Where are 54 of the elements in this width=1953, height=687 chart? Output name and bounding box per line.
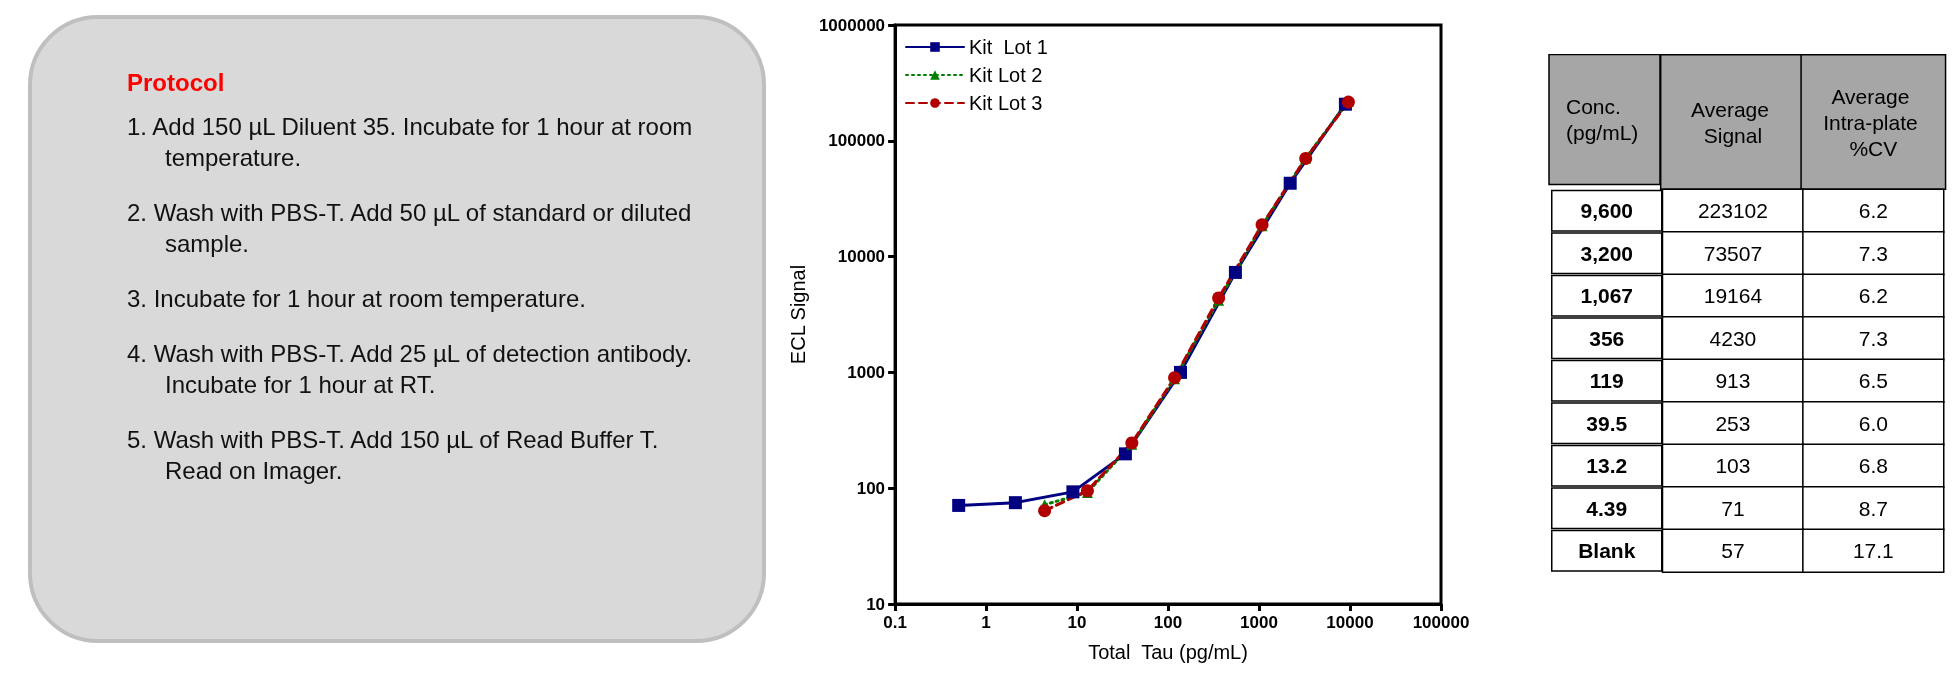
legend-label: Kit Lot 2 <box>969 64 1043 86</box>
x-tick-label: Average Intra-plate %CV <box>1823 84 1924 160</box>
x-tick-label: 100000 <box>1412 613 1470 632</box>
text: 5. Wash with PBS-T. Add 150 µL of Read Buffer T. Read on Imager. <box>127 425 660 486</box>
y-tick-label: 39.5 <box>1586 411 1628 435</box>
text: 2. Wash with PBS-T. Add 50 µL of standard or diluted sample. <box>127 198 693 259</box>
y-tick-label: 100 <box>856 478 886 498</box>
x-axis-title: Total Tau (pg/mL) <box>1088 641 1248 663</box>
data-label: 253 <box>1715 411 1751 435</box>
y-tick-label: 1,067 <box>1580 284 1634 308</box>
data-label: 71 <box>1721 496 1745 520</box>
text: 4. Wash with PBS-T. Add 25 µL of detection antibody. Incubate for 1 hour at RT. <box>127 339 694 400</box>
y-tick-label: 4.39 <box>1586 496 1628 520</box>
data-label: 7.3 <box>1858 326 1888 350</box>
x-tick-label: 10000 <box>1326 613 1374 632</box>
y-tick-label: 1000 <box>847 362 886 382</box>
y-tick-label: 13.2 <box>1586 454 1628 478</box>
y-tick-label: 356 <box>1589 326 1625 350</box>
data-label: 103 <box>1715 454 1751 478</box>
x-tick-label: 1000 <box>1240 613 1278 632</box>
data-label: 6.8 <box>1858 454 1888 478</box>
data-label: 57 <box>1721 539 1745 563</box>
x-tick-label: 10 <box>1067 613 1087 632</box>
data-label: 6.2 <box>1858 199 1888 223</box>
x-tick-label: 100 <box>1153 613 1183 632</box>
text: Protocol <box>127 69 226 97</box>
legend-label: Kit Lot 1 <box>969 36 1048 58</box>
x-tick-label: Average Signal <box>1691 97 1775 147</box>
data-label: 223102 <box>1697 199 1768 223</box>
data-label: 6.2 <box>1858 284 1888 308</box>
data-label: 7.3 <box>1858 241 1888 265</box>
y-axis-title: Conc. (pg/mL) <box>1566 95 1639 144</box>
data-label: 6.5 <box>1858 369 1888 393</box>
y-tick-label: 1000000 <box>818 15 886 35</box>
data-label: 4230 <box>1709 326 1757 350</box>
y-tick-label: 10 <box>866 594 886 614</box>
y-tick-label: 9,600 <box>1580 199 1634 223</box>
y-tick-label: 3,200 <box>1580 241 1634 265</box>
x-tick-label: 0.1 <box>883 613 907 632</box>
y-axis-title: ECL Signal <box>787 264 809 365</box>
text: 3. Incubate for 1 hour at room temperature. <box>127 284 587 314</box>
y-tick-label: 10000 <box>837 247 886 267</box>
point <box>1038 504 1052 518</box>
text: 1. Add 150 µL Diluent 35. Incubate for 1 hour at room temperature. <box>127 112 694 173</box>
data-label: 19164 <box>1703 284 1763 308</box>
data-label: 73507 <box>1703 241 1763 265</box>
x-tick-label: 1 <box>981 613 991 632</box>
data-label: 6.0 <box>1858 411 1888 435</box>
data-label: 913 <box>1715 369 1751 393</box>
legend-label: Kit Lot 3 <box>969 92 1043 114</box>
y-tick-label: Blank <box>1578 539 1636 563</box>
data-label: 8.7 <box>1858 496 1888 520</box>
data-label: 17.1 <box>1852 539 1894 563</box>
y-tick-label: 119 <box>1589 369 1624 393</box>
